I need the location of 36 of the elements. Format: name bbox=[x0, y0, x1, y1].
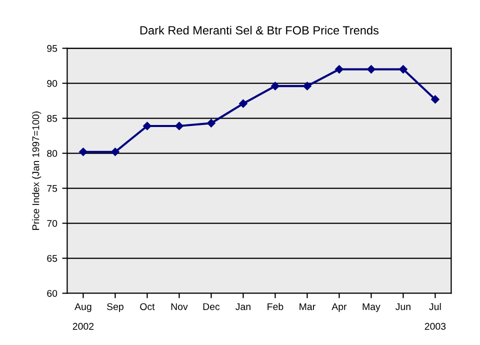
point bbox=[207, 119, 216, 128]
x-tick-label: Apr bbox=[332, 303, 347, 312]
y-tick-label: 80 bbox=[47, 150, 58, 157]
y-tick-label: 95 bbox=[47, 45, 58, 52]
point bbox=[175, 122, 184, 130]
point bbox=[79, 148, 88, 156]
y-tick-label: 70 bbox=[47, 220, 58, 227]
text: 2002 bbox=[72, 322, 94, 330]
x-tick-label: Oct bbox=[140, 303, 155, 310]
point bbox=[335, 65, 344, 74]
x-tick-label: Jan bbox=[236, 303, 250, 310]
y-tick-label: 85 bbox=[47, 115, 58, 122]
point bbox=[303, 82, 312, 90]
x-tick-label: Jul bbox=[429, 302, 441, 310]
point bbox=[111, 148, 120, 156]
x-tick-label: Mar bbox=[300, 303, 316, 310]
x-tick-label: Nov bbox=[171, 303, 188, 310]
y-tick-label: 75 bbox=[47, 185, 58, 192]
text: 2003 bbox=[424, 322, 446, 330]
x-tick-label: Dec bbox=[203, 303, 220, 310]
y-tick-label: 60 bbox=[47, 290, 58, 297]
x-tick-label: Sep bbox=[106, 303, 124, 312]
x-tick-label: Jun bbox=[396, 303, 410, 310]
x-tick-label: May bbox=[362, 303, 380, 312]
point bbox=[239, 99, 248, 108]
point bbox=[271, 82, 280, 90]
point bbox=[399, 65, 408, 74]
point bbox=[431, 95, 440, 104]
point bbox=[143, 122, 152, 130]
x-tick-label: Feb bbox=[268, 302, 284, 310]
x-tick-label: Aug bbox=[74, 303, 92, 312]
y-tick-label: 65 bbox=[47, 254, 58, 262]
y-tick-label: 90 bbox=[47, 80, 58, 87]
chart-title: Dark Red Meranti Sel & Btr FOB Price Trends bbox=[140, 26, 379, 35]
point bbox=[367, 65, 376, 74]
y-axis-title: Price Index (Jan 1997=100) bbox=[32, 112, 42, 230]
